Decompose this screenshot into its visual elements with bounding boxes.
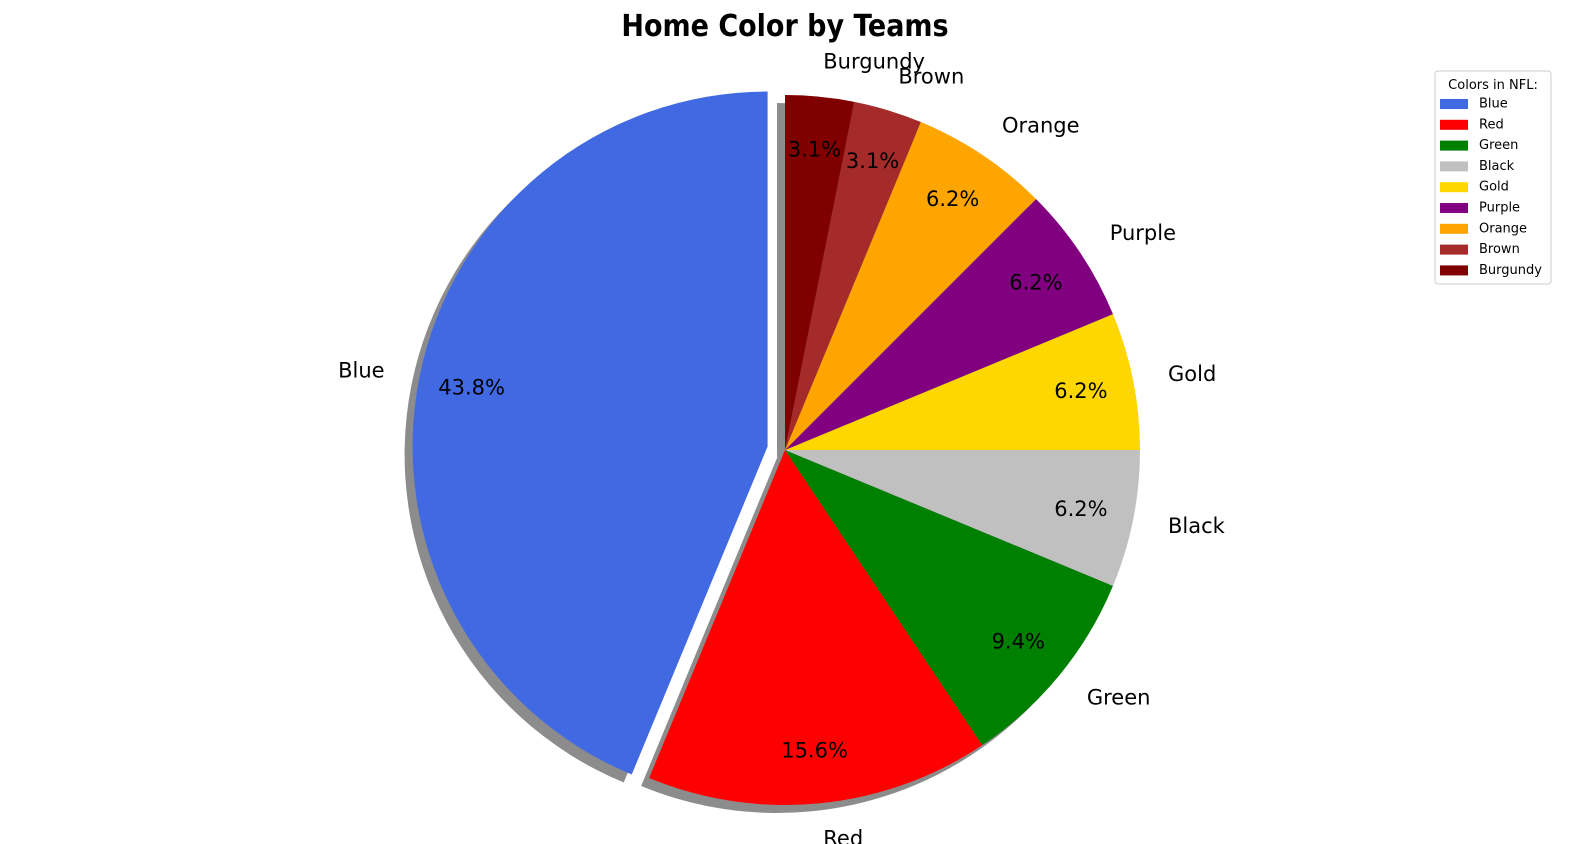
- pie-slice-brown: [785, 101, 921, 450]
- slice-label-orange: Orange: [1002, 113, 1080, 137]
- legend-swatch-blue: [1440, 99, 1468, 109]
- pie-slice-green: [785, 450, 1113, 746]
- legend-swatch-orange: [1440, 223, 1468, 234]
- legend-swatch-brown: [1440, 244, 1468, 255]
- percent-label-gold: 6.2%: [1054, 379, 1107, 403]
- legend-swatch-purple: [1440, 203, 1468, 213]
- pie-slice-orange: [785, 122, 1037, 450]
- legend-swatch-gold: [1440, 182, 1468, 193]
- percent-label-burgundy: 3.1%: [788, 138, 841, 162]
- legend-label-orange: Orange: [1479, 221, 1527, 236]
- legend-swatch-green: [1440, 140, 1468, 151]
- legend-swatch-burgundy: [1440, 265, 1468, 276]
- legend-label-red: Red: [1479, 117, 1504, 132]
- pie-slice-gold: [785, 314, 1140, 450]
- chart-title: Home Color by Teams: [621, 9, 948, 44]
- percent-label-brown: 3.1%: [846, 149, 899, 173]
- slice-label-burgundy: Burgundy: [823, 49, 925, 73]
- legend-swatch-black: [1440, 161, 1468, 172]
- percent-label-orange: 6.2%: [926, 187, 979, 211]
- legend-label-green: Green: [1479, 138, 1518, 153]
- percent-label-black: 6.2%: [1054, 497, 1107, 521]
- pie-slice-burgundy: [785, 95, 855, 450]
- slice-label-red: Red: [823, 827, 863, 844]
- slice-label-black: Black: [1168, 514, 1226, 538]
- label-layer: Blue 43.8% Red 15.6% Green 9.4% Black 6.2% Gold 6…: [338, 49, 1226, 844]
- slice-label-green: Green: [1087, 686, 1151, 710]
- legend-label-gold: Gold: [1479, 180, 1509, 195]
- legend-entries: Blue Red Green Black Gold Purple Orange Brown Bu…: [1440, 97, 1542, 278]
- legend-label-burgundy: Burgundy: [1479, 263, 1542, 278]
- slice-label-brown: Brown: [898, 64, 964, 88]
- percent-label-red: 15.6%: [781, 738, 848, 762]
- legend-label-blue: Blue: [1479, 97, 1508, 112]
- legend: Colors in NFL: Blue Red Green Black Gold Purp…: [1434, 70, 1552, 285]
- pie-slice-blue: [412, 91, 768, 775]
- slice-label-purple: Purple: [1110, 221, 1176, 245]
- slice-label-gold: Gold: [1168, 362, 1216, 386]
- pie-slice-black: [785, 450, 1140, 586]
- slice-label-blue: Blue: [338, 358, 384, 382]
- percent-label-green: 9.4%: [992, 629, 1045, 653]
- legend-label-black: Black: [1479, 159, 1515, 174]
- legend-title: Colors in NFL:: [1448, 78, 1538, 93]
- legend-swatch-red: [1440, 119, 1468, 130]
- pie-slice-purple: [785, 198, 1113, 450]
- slice-layer: [412, 91, 1140, 805]
- pie-slice-red: [649, 450, 983, 805]
- percent-label-purple: 6.2%: [1009, 270, 1062, 294]
- legend-label-brown: Brown: [1479, 242, 1520, 257]
- legend-label-purple: Purple: [1479, 201, 1520, 216]
- percent-label-blue: 43.8%: [438, 376, 505, 400]
